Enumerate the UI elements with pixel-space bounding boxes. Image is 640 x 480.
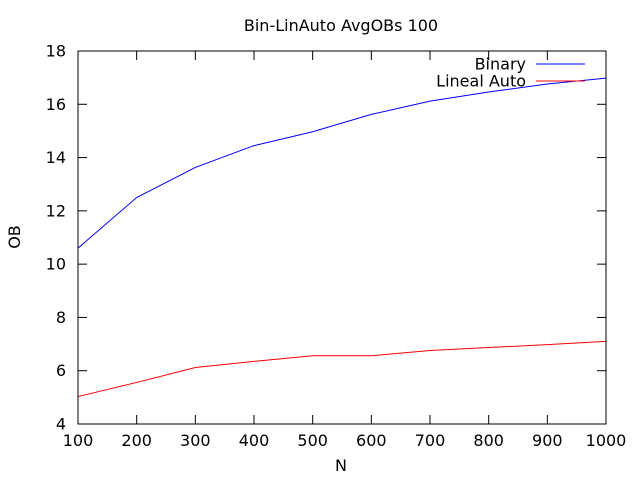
chart-title: Bin-LinAuto AvgOBs 100 bbox=[244, 16, 438, 35]
x-tick-label: 800 bbox=[473, 431, 504, 450]
plot-frame bbox=[77, 50, 607, 425]
x-tick-label: 400 bbox=[239, 431, 270, 450]
series-line-binary bbox=[77, 77, 607, 249]
y-axis-label: OB bbox=[5, 225, 24, 249]
x-tick-label: 300 bbox=[180, 431, 211, 450]
y-tick-label: 18 bbox=[46, 42, 66, 61]
y-tick-label: 14 bbox=[46, 148, 66, 167]
x-axis-label: N bbox=[335, 456, 347, 475]
x-tick-label: 600 bbox=[356, 431, 387, 450]
legend-label: Binary bbox=[475, 55, 526, 74]
y-tick-label: 4 bbox=[56, 415, 66, 434]
y-tick-label: 6 bbox=[56, 361, 66, 380]
x-tick-label: 100 bbox=[63, 431, 94, 450]
y-tick-label: 12 bbox=[46, 201, 66, 220]
series-line-lineal-auto bbox=[77, 340, 607, 398]
y-tick-label: 10 bbox=[46, 255, 66, 274]
x-tick-label: 900 bbox=[532, 431, 563, 450]
plot-area bbox=[77, 77, 607, 398]
legend-label: Lineal Auto bbox=[436, 72, 526, 91]
axis-ticks: 4 6 8 10 12 14 16 18 100 200 300 400 500 600 700 800 900… bbox=[46, 42, 627, 451]
x-tick-label: 700 bbox=[415, 431, 446, 450]
x-tick-label: 200 bbox=[121, 431, 152, 450]
x-tick-label: 500 bbox=[297, 431, 328, 450]
y-tick-label: 8 bbox=[56, 308, 66, 327]
x-tick-label: 1000 bbox=[586, 431, 627, 450]
y-tick-label: 16 bbox=[46, 95, 66, 114]
